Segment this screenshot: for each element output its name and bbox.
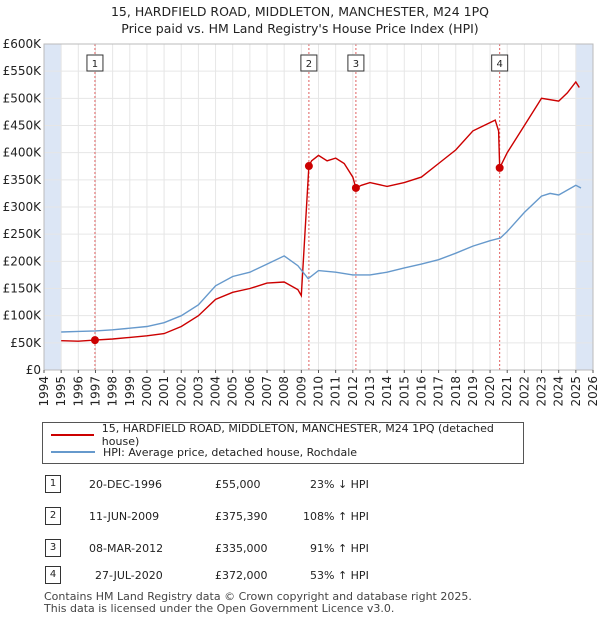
- transaction-number: 1: [45, 475, 61, 493]
- transaction-price: £55,000: [215, 478, 261, 491]
- x-tick-label: 2001: [157, 376, 171, 407]
- x-tick-label: 2016: [414, 376, 428, 407]
- sale-number-box: [300, 54, 318, 72]
- sale-point: [351, 183, 360, 192]
- y-tick-label: £550K: [3, 64, 43, 78]
- sale-number-label: 3: [353, 59, 359, 70]
- footer-license: This data is licensed under the Open Gov…: [44, 602, 395, 615]
- transaction-hpi: 23% ↓ HPI: [310, 478, 369, 491]
- x-tick-label: 2023: [535, 376, 549, 407]
- y-tick-label: £250K: [3, 227, 43, 241]
- hpi-line: [61, 184, 582, 333]
- footer-copyright: Contains HM Land Registry data © Crown c…: [44, 590, 472, 603]
- x-tick-label: 2022: [517, 376, 531, 407]
- x-tick-label: 2003: [191, 376, 205, 407]
- legend-label-property: 15, HARDFIELD ROAD, MIDDLETON, MANCHESTE…: [101, 422, 494, 448]
- x-tick-label: 2005: [226, 376, 240, 407]
- sale-number-box: [86, 54, 104, 72]
- y-tick-label: £400K: [3, 146, 43, 160]
- sale-number-box: [347, 54, 365, 72]
- x-tick-label: 2009: [294, 376, 308, 407]
- x-tick-label: 2011: [329, 376, 343, 407]
- sale-number-box: [491, 54, 509, 72]
- x-tick-label: 2018: [449, 376, 463, 407]
- y-tick-label: £600K: [3, 37, 43, 51]
- y-tick-label: £150K: [3, 282, 43, 296]
- chart-subtitle: Price paid vs. HM Land Registry's House …: [121, 21, 479, 36]
- legend-label-hpi: HPI: Average price, detached house, Roch…: [103, 445, 358, 459]
- sale-number-label: 4: [496, 59, 502, 70]
- transaction-date: 20-DEC-1996: [89, 478, 163, 491]
- x-tick-label: 2004: [209, 376, 223, 407]
- legend-swatch-hpi: [51, 451, 95, 453]
- x-tick-label: 1994: [37, 376, 51, 407]
- transaction-hpi: 91% ↑ HPI: [310, 542, 369, 555]
- transaction-number: 4: [45, 566, 61, 584]
- sale-point: [495, 163, 504, 172]
- x-tick-label: 2007: [260, 376, 274, 407]
- transaction-hpi: 53% ↑ HPI: [310, 569, 369, 582]
- sale-number-label: 1: [92, 59, 98, 70]
- x-tick-label: 2019: [466, 376, 480, 407]
- sale-point: [90, 336, 99, 345]
- legend-item-hpi: HPI: Average price, detached house, Roch…: [51, 444, 357, 460]
- x-tick-label: 2008: [277, 376, 291, 407]
- transaction-hpi: 108% ↑ HPI: [303, 510, 369, 523]
- legend-swatch-property: [51, 434, 94, 436]
- x-tick-label: 1996: [71, 376, 85, 407]
- x-tick-label: 1995: [54, 376, 68, 407]
- price-chart: 1 2 3 4 £0 £50K £100K £150K £200K £250K £300K £350K…: [3, 37, 600, 407]
- transaction-date: 27-JUL-2020: [95, 569, 163, 582]
- x-tick-label: 2015: [397, 376, 411, 407]
- chart-legend: 15, HARDFIELD ROAD, MIDDLETON, MANCHESTE…: [42, 422, 524, 464]
- y-tick-label: £200K: [3, 254, 43, 268]
- sale-point: [304, 162, 313, 171]
- x-tick-label: 2000: [140, 376, 154, 407]
- x-tick-label: 2026: [586, 376, 600, 407]
- transaction-price: £375,390: [215, 510, 268, 523]
- x-tick-label: 2006: [243, 376, 257, 407]
- transaction-price: £372,000: [215, 569, 268, 582]
- x-tick-label: 2021: [500, 376, 514, 407]
- x-tick-label: 2002: [174, 376, 188, 407]
- transaction-number: 3: [45, 539, 61, 557]
- y-tick-label: £0: [26, 363, 41, 377]
- chart-title: 15, HARDFIELD ROAD, MIDDLETON, MANCHESTE…: [110, 4, 490, 19]
- y-tick-label: £500K: [3, 91, 43, 105]
- y-tick-label: £300K: [3, 200, 43, 214]
- transaction-number: 2: [45, 507, 61, 525]
- legend-item-property: 15, HARDFIELD ROAD, MIDDLETON, MANCHESTE…: [51, 422, 523, 448]
- transaction-price: £335,000: [215, 542, 268, 555]
- x-tick-label: 2010: [312, 376, 326, 407]
- x-tick-label: 2020: [483, 376, 497, 407]
- x-tick-label: 1997: [88, 376, 102, 407]
- y-tick-label: £450K: [3, 119, 43, 133]
- x-tick-label: 1998: [106, 376, 120, 407]
- property-price-line: [61, 80, 580, 342]
- x-tick-label: 2025: [569, 376, 583, 407]
- y-tick-label: £350K: [3, 173, 43, 187]
- y-tick-label: £50K: [10, 336, 42, 350]
- x-tick-label: 2017: [432, 376, 446, 407]
- sale-number-label: 2: [306, 59, 312, 70]
- x-tick-label: 2024: [552, 376, 566, 407]
- y-tick-label: £100K: [3, 309, 43, 323]
- transaction-date: 11-JUN-2009: [89, 510, 160, 523]
- transaction-date: 08-MAR-2012: [89, 542, 164, 555]
- x-tick-label: 2014: [380, 376, 394, 407]
- x-tick-label: 1999: [123, 376, 137, 407]
- x-tick-label: 2012: [346, 376, 360, 407]
- x-tick-label: 2013: [363, 376, 377, 407]
